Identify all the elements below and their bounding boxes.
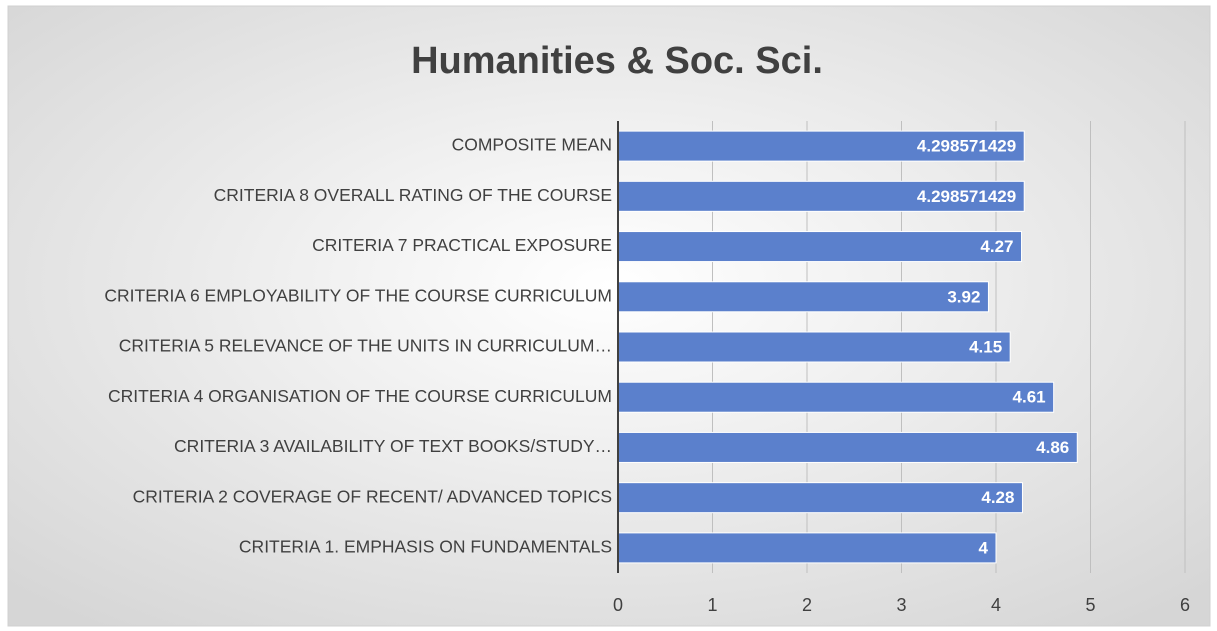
x-tick-label: 5 <box>1085 595 1095 615</box>
y-tick-label: CRITERIA 1. EMPHASIS ON FUNDAMENTALS <box>239 537 612 557</box>
y-tick-label: COMPOSITE MEAN <box>452 135 612 155</box>
bar <box>617 180 1025 212</box>
bar <box>617 281 989 313</box>
x-tick-label: 1 <box>707 595 717 615</box>
chart-background <box>7 5 1211 627</box>
data-label: 4.15 <box>969 337 1002 356</box>
chart-title: Humanities & Soc. Sci. <box>411 40 823 82</box>
y-tick-label: CRITERIA 3 AVAILABILITY OF TEXT BOOKS/ST… <box>174 436 612 456</box>
y-tick-label: CRITERIA 5 RELEVANCE OF THE UNITS IN CUR… <box>119 336 612 356</box>
data-label: 4.298571429 <box>917 137 1016 156</box>
y-tick-label: CRITERIA 6 EMPLOYABILITY OF THE COURSE C… <box>104 285 612 305</box>
y-tick-label: CRITERIA 7 PRACTICAL EXPOSURE <box>312 235 612 255</box>
data-label: 3.92 <box>947 287 980 306</box>
x-tick-label: 2 <box>802 595 812 615</box>
data-label: 4.61 <box>1013 388 1046 407</box>
bar <box>617 482 1023 514</box>
bar <box>617 231 1023 263</box>
bar <box>617 381 1055 413</box>
y-tick-label: CRITERIA 2 COVERAGE OF RECENT/ ADVANCED … <box>133 486 612 506</box>
bar <box>617 331 1011 363</box>
data-label: 4.86 <box>1036 438 1069 457</box>
x-tick-label: 6 <box>1180 595 1190 615</box>
data-label: 4.298571429 <box>917 187 1016 206</box>
data-label: 4.27 <box>980 237 1013 256</box>
bar <box>617 532 997 564</box>
y-tick-label: CRITERIA 8 OVERALL RATING OF THE COURSE <box>214 185 612 205</box>
bar <box>617 431 1078 463</box>
x-tick-label: 0 <box>613 595 623 615</box>
data-label: 4.28 <box>981 488 1014 507</box>
x-tick-label: 3 <box>896 595 906 615</box>
data-label: 4 <box>979 538 989 557</box>
x-tick-label: 4 <box>991 595 1001 615</box>
y-tick-label: CRITERIA 4 ORGANISATION OF THE COURSE CU… <box>108 386 612 406</box>
